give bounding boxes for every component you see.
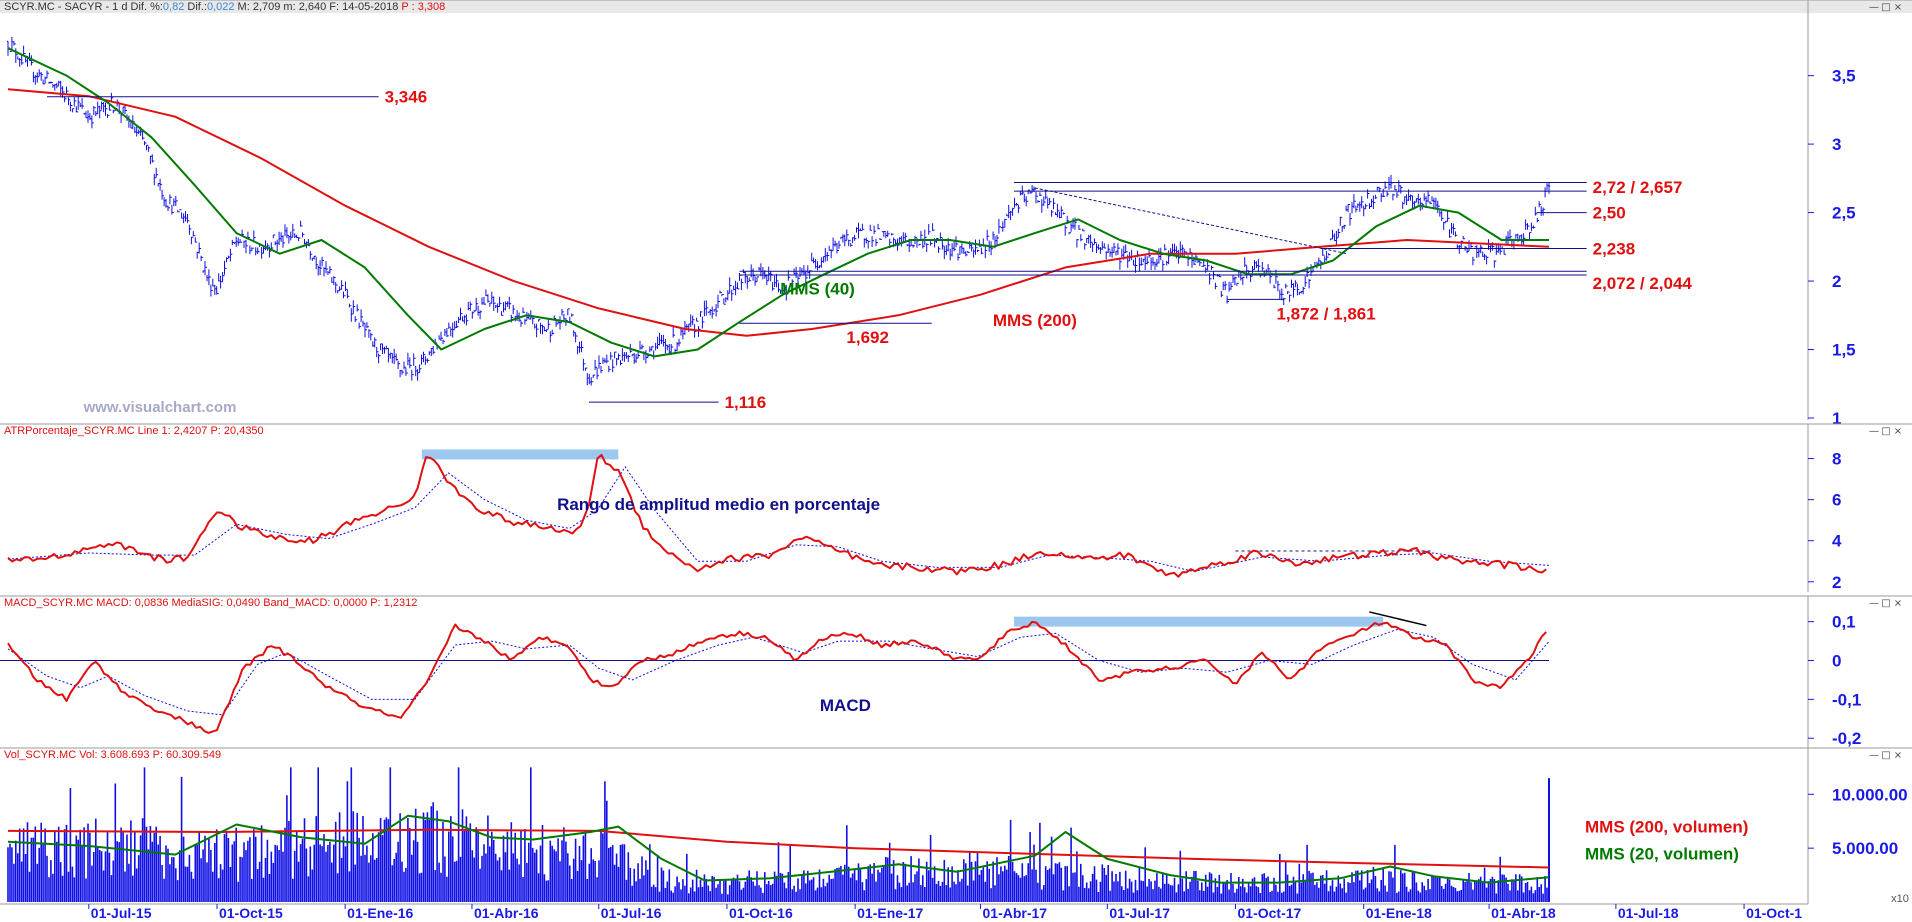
macd-y-tick-label: 0	[1832, 652, 1841, 671]
x-tick-label: 01-Oct-17	[1238, 905, 1302, 921]
volume-bars	[7, 767, 1548, 902]
price-window-control-2[interactable]: ×	[1894, 2, 1902, 13]
macd-y-tick-label: -0,2	[1832, 729, 1861, 748]
x-tick-label: 01-Ene-16	[347, 905, 413, 921]
x-tick-label: 01-Abr-17	[983, 905, 1048, 921]
x-tick-label: 01-Oct-15	[219, 905, 283, 921]
atr-line	[7, 453, 1547, 578]
x-tick-label: 01-Jul-18	[1618, 905, 1679, 921]
trendline-dashed	[1034, 187, 1348, 255]
price-window-control-1[interactable]: □	[1881, 2, 1890, 13]
atr-y-tick-label: 6	[1832, 491, 1841, 510]
atr-highlight-band	[421, 449, 619, 460]
level-label: 1,872 / 1,861	[1276, 304, 1375, 323]
price-window-control-0[interactable]: —	[1869, 2, 1879, 13]
mms200-line	[7, 88, 1550, 337]
macd-annotation: MACD	[820, 696, 871, 715]
price-y-tick-label: 1	[1832, 409, 1841, 428]
volume-header-text: Vol_SCYR.MC Vol: 3.608.693 P: 60.309.549	[4, 749, 221, 761]
x-tick-label: 01-Jul-15	[91, 905, 152, 921]
volume-y-tick-label: 5.000.00	[1832, 839, 1898, 858]
vma20-line	[7, 814, 1550, 884]
atr-header-text: ATRPorcentaje_SCYR.MC Line 1: 2,4207 P: …	[4, 425, 264, 437]
macd-window-control-2[interactable]: ×	[1894, 598, 1902, 609]
macd-highlight-band	[1013, 616, 1384, 627]
price-annotation: MMS (40)	[780, 280, 855, 299]
volume-window-control-1[interactable]: □	[1881, 750, 1890, 761]
macd-y-tick-label: -0,1	[1832, 690, 1861, 709]
atr-y-tick-label: 4	[1832, 532, 1842, 551]
price-y-tick-label: 1,5	[1832, 341, 1856, 360]
mms40-line	[7, 47, 1549, 358]
price-y-tick-label: 3	[1832, 135, 1841, 154]
level-label: 2,238	[1593, 239, 1636, 258]
volume-window-control-2[interactable]: ×	[1894, 750, 1902, 761]
watermark: www.visualchart.com	[83, 399, 237, 416]
atr-window-control-1[interactable]: □	[1881, 426, 1890, 437]
macd-signal-line	[7, 628, 1550, 716]
x-tick-label: 01-Oct-16	[729, 905, 793, 921]
atr-average-line	[7, 466, 1550, 572]
atr-header-bar	[0, 424, 1912, 437]
x-tick-label: 01-Jul-17	[1109, 905, 1170, 921]
volume-y-tick-label: 10.000.00	[1832, 785, 1908, 804]
x-tick-label: 01-Ene-18	[1366, 905, 1432, 921]
price-header-text: SCYR.MC - SACYR - 1 d Dif. %:0,82 Dif.:0…	[4, 1, 445, 13]
macd-divergence-line	[1369, 611, 1427, 627]
macd-header-bar	[0, 596, 1912, 609]
price-y-tick-label: 3,5	[1832, 67, 1856, 86]
x-tick-label: 01-Abr-18	[1491, 905, 1556, 921]
price-annotation: MMS (200)	[993, 311, 1077, 330]
level-label: 2,72 / 2,657	[1593, 178, 1683, 197]
x-tick-label: 01-Ene-17	[857, 905, 923, 921]
price-header-bar	[0, 0, 1912, 13]
level-label: 1,116	[725, 393, 767, 412]
macd-window-control-0[interactable]: —	[1869, 598, 1879, 609]
macd-header-text: MACD_SCYR.MC MACD: 0,0836 MediaSIG: 0,04…	[4, 597, 417, 609]
atr-window-control-0[interactable]: —	[1869, 426, 1879, 437]
atr-y-tick-label: 8	[1832, 450, 1841, 469]
axis-corner-label: x10	[1891, 893, 1909, 905]
level-label: 2,50	[1593, 204, 1626, 223]
price-y-tick-label: 2	[1832, 272, 1841, 291]
volume-window-control-0[interactable]: —	[1869, 750, 1879, 761]
x-tick-label: 01-Abr-16	[474, 905, 539, 921]
volume-annotation: MMS (20, volumen)	[1585, 845, 1739, 864]
x-tick-label: 01-Oct-1	[1746, 905, 1802, 921]
atr-window-control-2[interactable]: ×	[1894, 426, 1902, 437]
macd-window-control-1[interactable]: □	[1881, 598, 1890, 609]
macd-y-tick-label: 0,1	[1832, 613, 1856, 632]
x-tick-label: 01-Jul-16	[601, 905, 662, 921]
atr-y-tick-label: 2	[1832, 573, 1841, 592]
level-label: 1,692	[846, 328, 889, 347]
level-label: 2,072 / 2,044	[1593, 274, 1693, 293]
macd-line	[7, 620, 1547, 734]
volume-annotation: MMS (200, volumen)	[1585, 818, 1748, 837]
price-y-tick-label: 2,5	[1832, 204, 1856, 223]
vma200-line	[7, 828, 1550, 869]
volume-header-bar	[0, 748, 1912, 761]
atr-annotation: Rango de amplitud medio en porcentaje	[557, 495, 880, 514]
level-label: 3,346	[385, 88, 428, 107]
